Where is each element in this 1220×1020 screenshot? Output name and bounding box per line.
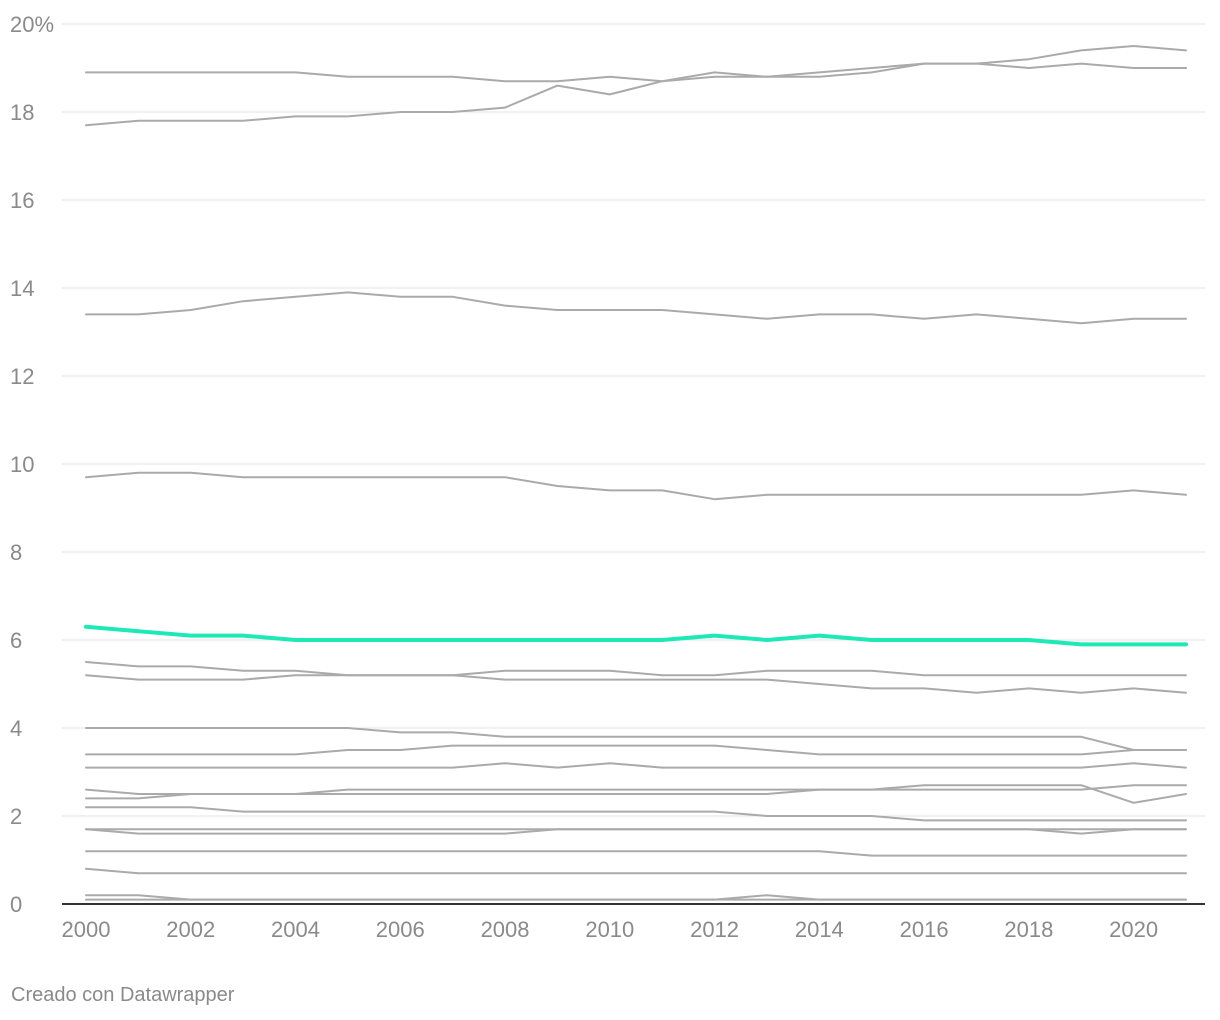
- x-tick-label: 2006: [376, 917, 425, 942]
- series-line-serie-12: [85, 806, 1187, 822]
- x-tick-label: 2020: [1109, 917, 1158, 942]
- series-line-serie-3: [85, 291, 1187, 325]
- y-axis-tick-labels: 0 2 4 6 8 10 12 14 16 18 20%: [10, 12, 54, 917]
- x-tick-label: 2016: [900, 917, 949, 942]
- x-tick-label: 2000: [62, 917, 111, 942]
- y-tick-label: 16: [10, 188, 34, 213]
- series-line-serie-4: [85, 471, 1187, 501]
- y-tick-label: 4: [10, 716, 22, 741]
- y-tick-label: 2: [10, 804, 22, 829]
- x-tick-label: 2002: [166, 917, 215, 942]
- datawrapper-credit: Creado con Datawrapper: [11, 984, 235, 1006]
- x-tick-label: 2008: [481, 917, 530, 942]
- y-tick-label: 14: [10, 276, 34, 301]
- x-axis-tick-labels: 2000 2002 2004 2006 2008 2010 2012 2014 2016 2018…: [62, 917, 1159, 942]
- y-tick-label: 18: [10, 100, 34, 125]
- y-tick-label: 0: [10, 892, 22, 917]
- x-tick-label: 2014: [795, 917, 844, 942]
- series-line-serie-9: [85, 762, 1187, 769]
- x-tick-label: 2018: [1004, 917, 1053, 942]
- series-line-serie-2: [85, 62, 1187, 127]
- series-line-serie-14: [85, 828, 1187, 835]
- series-line-serie-1: [85, 45, 1187, 83]
- series-line-serie-6: [85, 674, 1187, 694]
- y-tick-label: 10: [10, 452, 34, 477]
- y-tick-label: 20%: [10, 12, 54, 37]
- y-tick-label: 12: [10, 364, 34, 389]
- x-tick-label: 2004: [271, 917, 320, 942]
- series-line-serie-5: [85, 661, 1187, 677]
- y-tick-label: 8: [10, 540, 22, 565]
- series-line-serie-15: [85, 850, 1187, 857]
- series-line-serie-8: [85, 744, 1187, 756]
- x-tick-label: 2010: [585, 917, 634, 942]
- x-tick-label: 2012: [690, 917, 739, 942]
- gridlines: [62, 23, 1205, 817]
- series-line-serie-7: [85, 727, 1187, 751]
- series-line-serie-11: [85, 784, 1187, 800]
- series-line-serie-destacada: [84, 624, 1188, 647]
- y-tick-label: 6: [10, 628, 22, 653]
- series-lines: [84, 45, 1188, 901]
- series-line-serie-16: [85, 867, 1187, 875]
